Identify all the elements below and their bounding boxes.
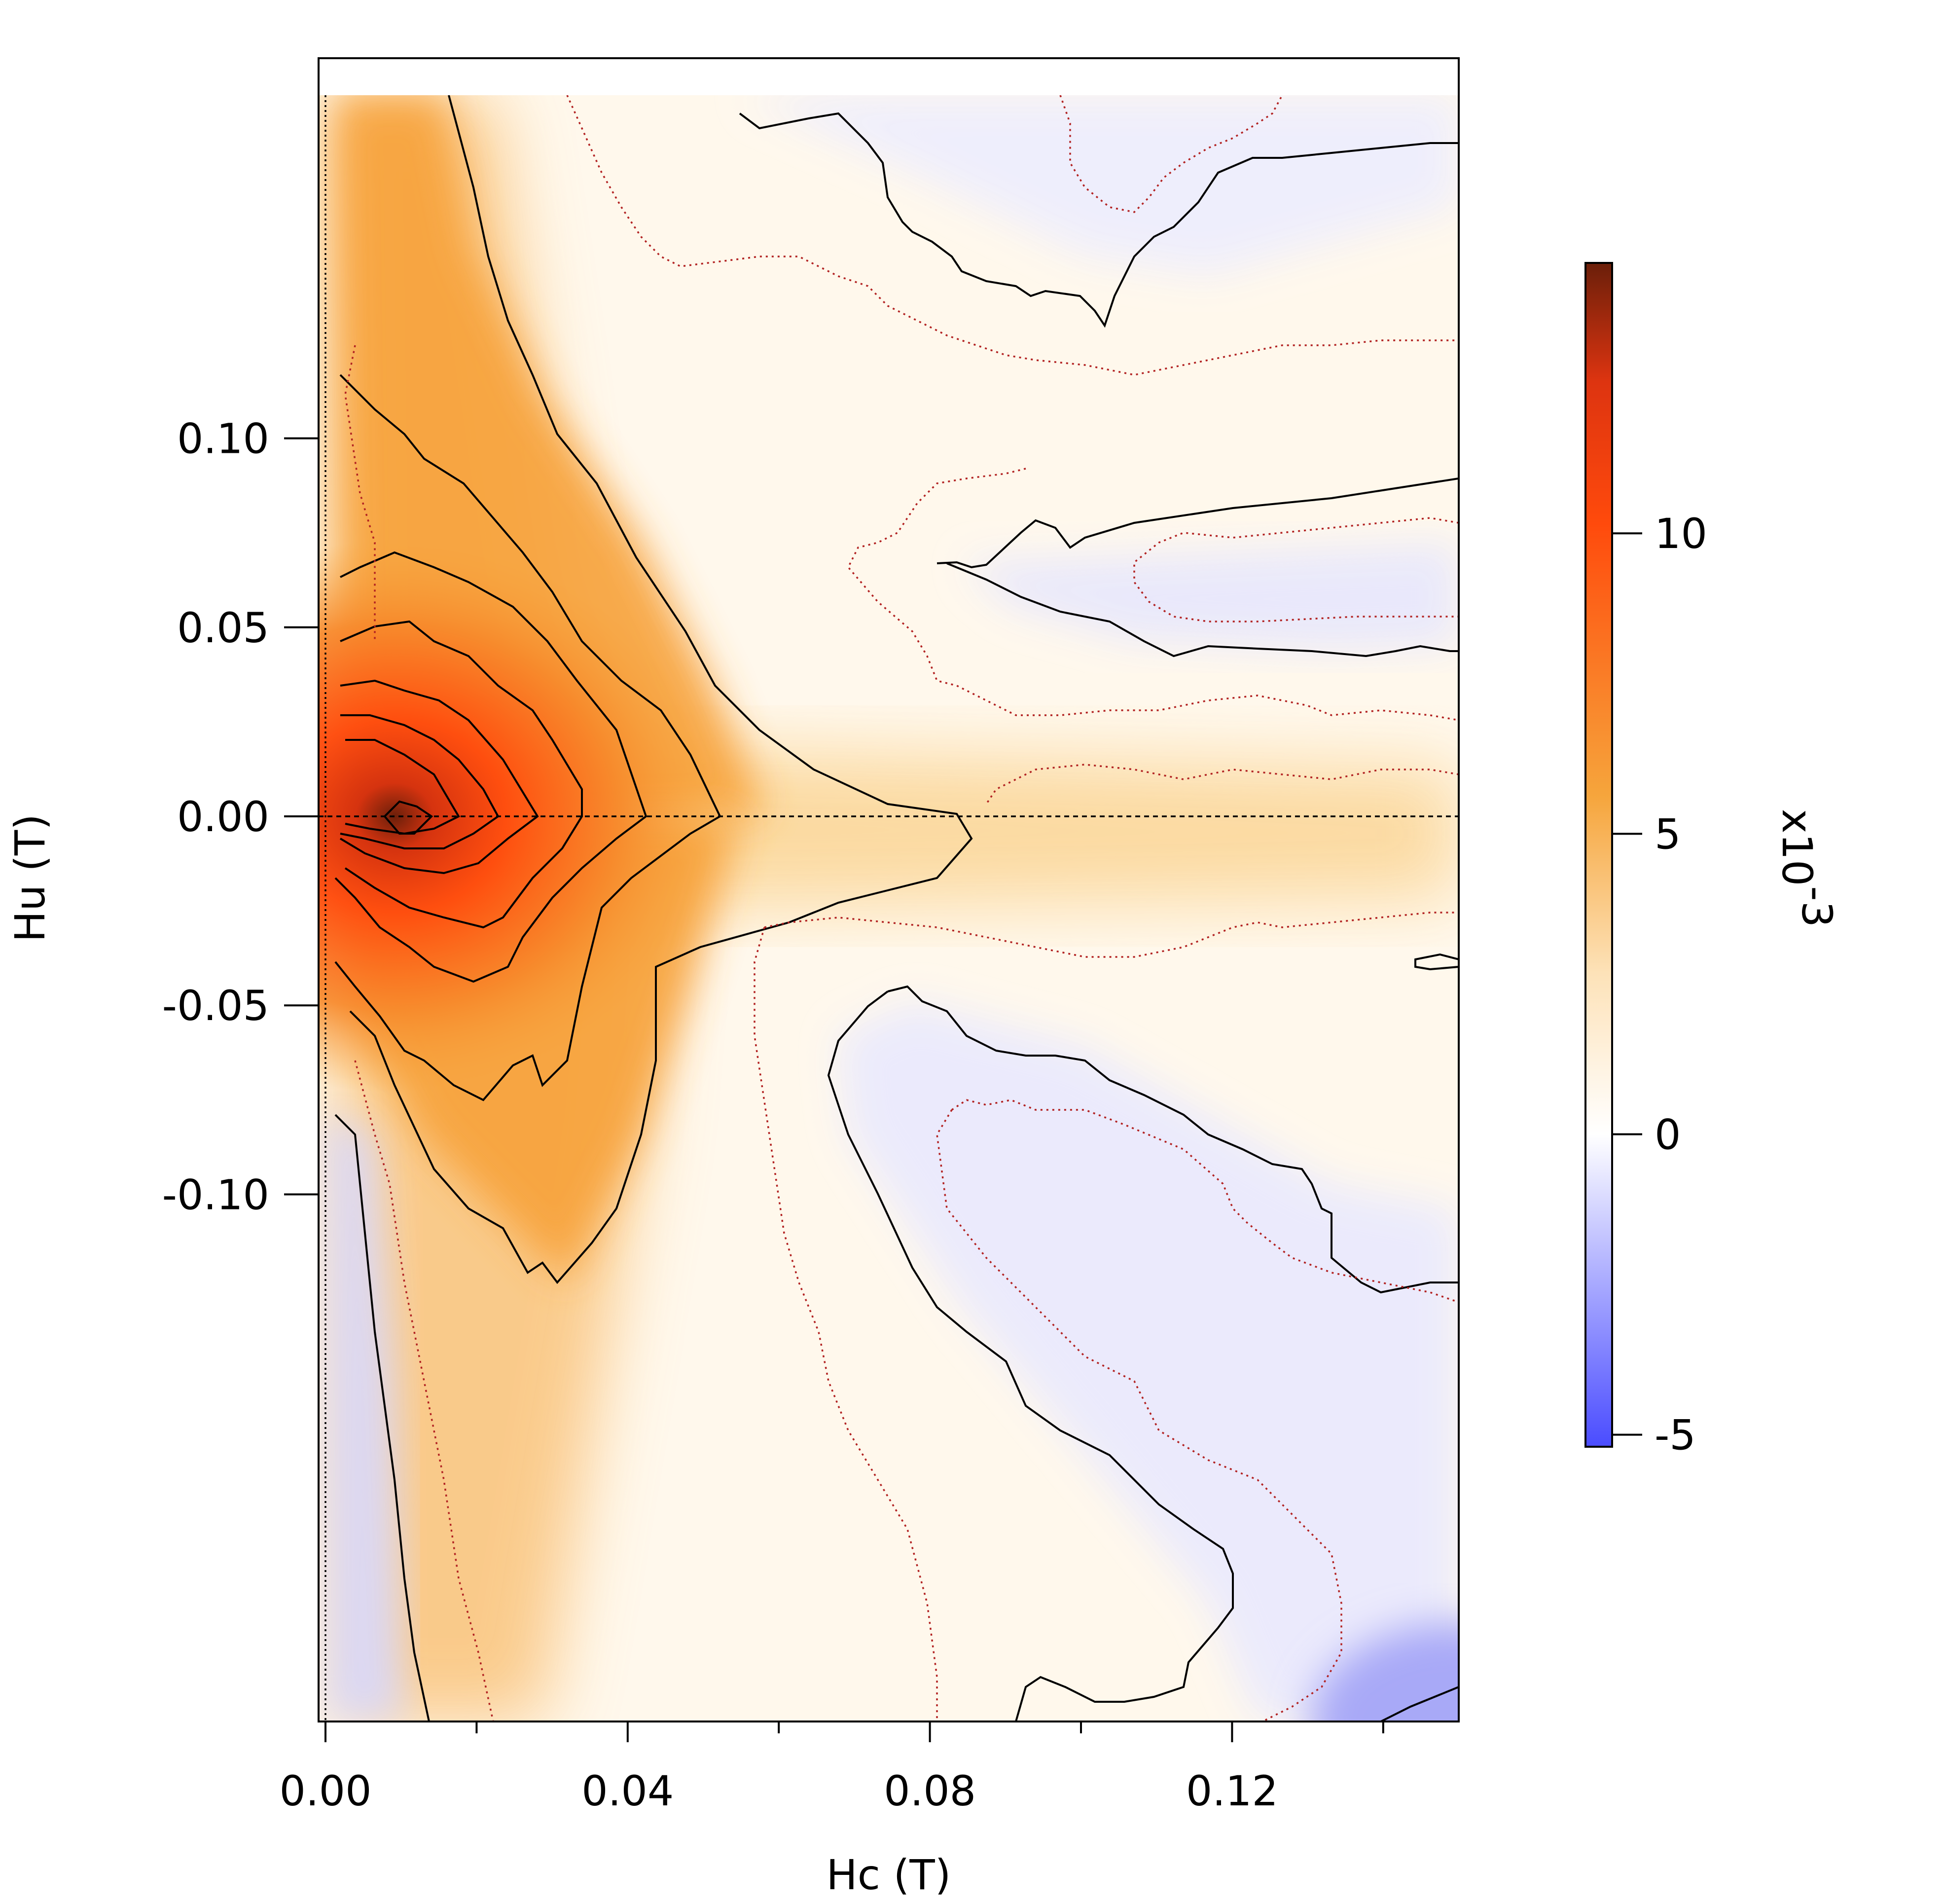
- contour-level-3: [334, 551, 648, 983]
- x-axis-title: Hc (T): [827, 1851, 951, 1899]
- y-tick-label-0: 0.10: [177, 415, 269, 463]
- colorbar: 10 5 0 -5 x10-3: [1584, 262, 1841, 1460]
- contour-upper-right: [739, 112, 1459, 328]
- colorbar-label-base: x10: [1773, 809, 1821, 886]
- contour-lower-right: [887, 985, 1459, 1294]
- y-tick-label-1: 0.05: [177, 604, 269, 652]
- y-axis: 0.10 0.05 0.00 -0.05 -0.10: [162, 415, 319, 1219]
- colorbar-tick-label-3: -5: [1655, 1411, 1696, 1460]
- solid-contours: [334, 95, 1459, 1721]
- contour-lower-corner: [1380, 1686, 1459, 1721]
- x-tick-label-0: 0.00: [279, 1767, 371, 1815]
- colorbar-label-exponent: -3: [1793, 886, 1841, 927]
- y-axis-title: Hu (T): [6, 814, 54, 942]
- dotted-contour-mid: [847, 468, 1459, 721]
- dotted-contours: [344, 95, 1459, 1721]
- dotted-contour-lower-right: [951, 1099, 1459, 1303]
- negative-corner: [1311, 1623, 1459, 1721]
- contour-level-7: [345, 739, 460, 835]
- heatmap-field: [319, 95, 1459, 1721]
- negative-region-lower-right: [838, 1001, 1459, 1721]
- contour-level-2: [334, 374, 721, 1101]
- contour-left-edge: [334, 1114, 430, 1721]
- contour-peak: [383, 800, 433, 835]
- contour-level-4: [340, 620, 583, 929]
- contour-right-middle: [936, 477, 1459, 569]
- colorbar-tick-label-0: 10: [1655, 510, 1707, 558]
- dotted-contour-lower-left: [754, 927, 938, 1721]
- x-tick-label-1: 0.04: [581, 1767, 674, 1815]
- x-tick-label-3: 0.12: [1186, 1767, 1278, 1815]
- peak-region: [319, 520, 740, 1112]
- x-tick-label-2: 0.08: [884, 1767, 976, 1815]
- y-tick-label-2: 0.00: [177, 793, 269, 841]
- negative-region-mid-right: [962, 543, 1459, 651]
- negative-region-upper-right: [740, 95, 1459, 276]
- contour-right-middle-lower: [946, 562, 1459, 658]
- negative-strip-left: [325, 1110, 404, 1721]
- y-tick-label-3: -0.05: [162, 982, 269, 1030]
- contour-lower-right-2: [827, 990, 1234, 1721]
- contour-level-6: [340, 714, 500, 849]
- colorbar-gradient: [1584, 262, 1613, 1448]
- x-axis: 0.00 0.04 0.08 0.12: [279, 1721, 1384, 1815]
- colorbar-ticks: 10 5 0 -5: [1612, 510, 1707, 1460]
- plot-frame: [318, 57, 1460, 1722]
- y-tick-label-4: -0.10: [162, 1171, 269, 1219]
- contour-small-loop: [1414, 953, 1459, 971]
- contour-outer: [349, 95, 973, 1284]
- colorbar-tick-label-1: 5: [1655, 810, 1681, 858]
- contour-level-5: [339, 679, 539, 875]
- dotted-contour-mid-right: [1133, 517, 1459, 622]
- colorbar-tick-label-2: 0: [1655, 1110, 1681, 1159]
- colorbar-label: x10-3: [1773, 809, 1841, 927]
